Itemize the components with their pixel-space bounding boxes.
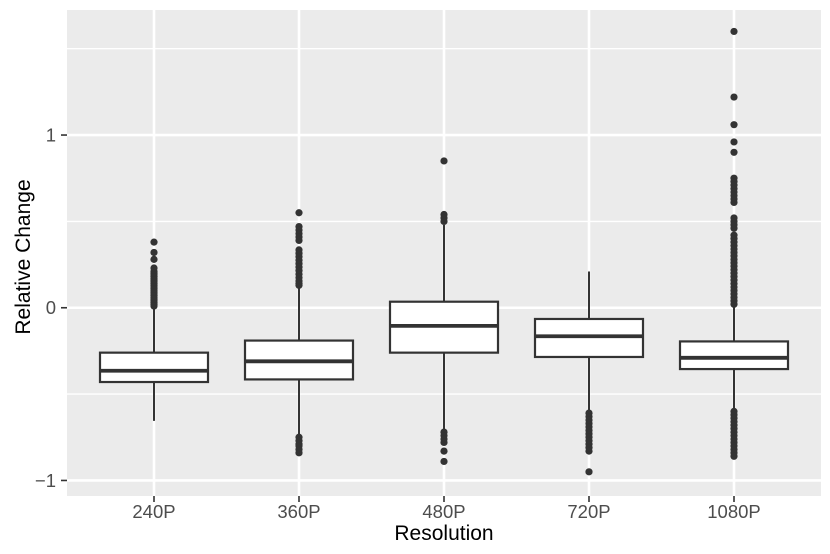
outlier-point (295, 281, 303, 289)
x-tick-label: 480P (422, 501, 465, 522)
outlier-point (150, 238, 158, 246)
box (678, 340, 790, 371)
x-tick-label: 240P (132, 501, 175, 522)
x-tick-label: 360P (277, 501, 320, 522)
box (98, 351, 210, 384)
outlier-point (440, 457, 448, 466)
outlier-point (730, 300, 738, 308)
outlier-point (585, 447, 593, 455)
chart-layers: 240P 360P 480P 720P 1080P −1 0 1 (35, 10, 821, 522)
y-tick-label: −1 (35, 470, 56, 491)
x-tick-label: 720P (567, 501, 610, 522)
outlier-point (730, 93, 738, 101)
outlier-point (295, 209, 303, 217)
outlier-point (295, 236, 303, 244)
outlier-point (440, 217, 448, 225)
outlier-point (440, 447, 448, 455)
x-axis-title: Resolution (394, 522, 493, 545)
y-tick-label: 0 (46, 297, 56, 318)
y-axis-title: Relative Change (12, 179, 35, 334)
outlier-point (585, 468, 593, 476)
outlier-point (150, 255, 158, 263)
outlier-point (730, 198, 738, 206)
outlier-point (730, 27, 738, 36)
outlier-point (295, 449, 303, 457)
outlier-point (730, 148, 738, 156)
y-tick-label: 1 (46, 125, 56, 146)
outlier-point (730, 224, 738, 232)
outlier-point (730, 121, 738, 129)
outlier-point (440, 438, 448, 447)
outlier-point (440, 157, 448, 165)
outlier-point (150, 302, 158, 310)
outlier-point (150, 248, 158, 257)
outlier-point (730, 452, 738, 460)
x-tick-label: 1080P (707, 501, 761, 522)
outlier-point (730, 138, 738, 146)
